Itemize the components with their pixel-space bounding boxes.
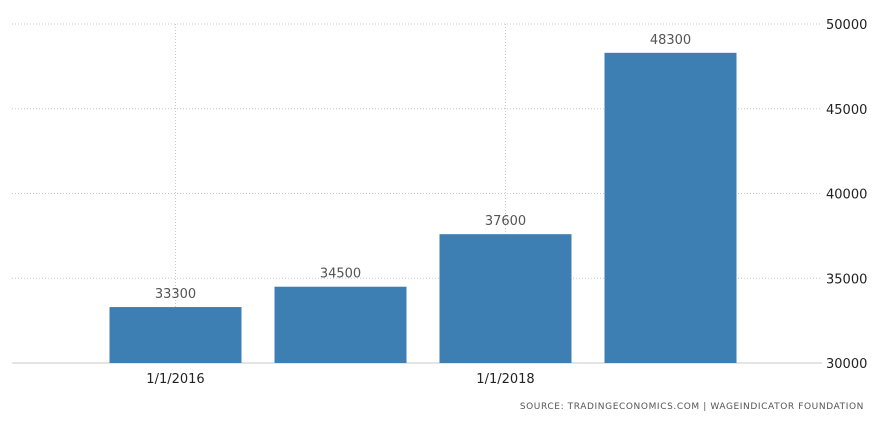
data-label: 33300 (155, 287, 196, 302)
x-tick-label: 1/1/2016 (146, 372, 204, 387)
bars-layer (109, 52, 737, 363)
x-axis: 1/1/2016 1/1/2018 (146, 372, 534, 387)
y-tick-label: 45000 (826, 103, 867, 118)
x-tick-label: 1/1/2018 (476, 372, 534, 387)
bar (439, 234, 572, 363)
data-label: 34500 (320, 267, 361, 282)
y-tick-label: 50000 (826, 18, 867, 33)
y-axis: 30000 35000 40000 45000 50000 (826, 18, 867, 372)
bar (109, 307, 242, 363)
bar (604, 52, 737, 363)
data-label: 37600 (485, 214, 526, 229)
data-label: 48300 (650, 33, 691, 48)
y-tick-label: 30000 (826, 357, 867, 372)
y-tick-label: 35000 (826, 272, 867, 287)
y-tick-label: 40000 (826, 188, 867, 203)
source-note: SOURCE: TRADINGECONOMICS.COM | WAGEINDIC… (519, 402, 864, 412)
labels-layer: 33300 34500 37600 48300 (155, 33, 691, 302)
bar (274, 286, 407, 363)
